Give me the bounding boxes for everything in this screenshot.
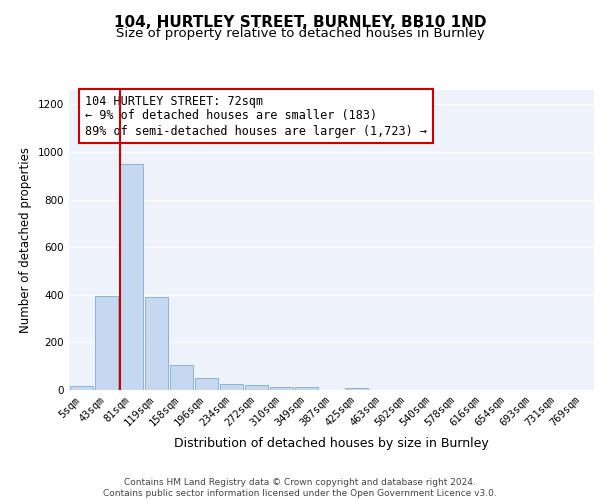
Bar — [95, 296, 118, 390]
Bar — [145, 297, 168, 390]
Bar — [195, 378, 218, 390]
Text: Contains HM Land Registry data © Crown copyright and database right 2024.
Contai: Contains HM Land Registry data © Crown c… — [103, 478, 497, 498]
Bar — [295, 387, 318, 390]
Bar — [70, 386, 93, 390]
Y-axis label: Number of detached properties: Number of detached properties — [19, 147, 32, 333]
Bar — [345, 388, 368, 390]
Text: 104, HURTLEY STREET, BURNLEY, BB10 1ND: 104, HURTLEY STREET, BURNLEY, BB10 1ND — [114, 15, 486, 30]
Text: 104 HURTLEY STREET: 72sqm
← 9% of detached houses are smaller (183)
89% of semi-: 104 HURTLEY STREET: 72sqm ← 9% of detach… — [85, 94, 427, 138]
Bar — [120, 164, 143, 390]
Bar — [170, 365, 193, 390]
Bar — [245, 385, 268, 390]
X-axis label: Distribution of detached houses by size in Burnley: Distribution of detached houses by size … — [174, 437, 489, 450]
Bar — [270, 387, 293, 390]
Bar — [220, 384, 243, 390]
Text: Size of property relative to detached houses in Burnley: Size of property relative to detached ho… — [116, 28, 484, 40]
